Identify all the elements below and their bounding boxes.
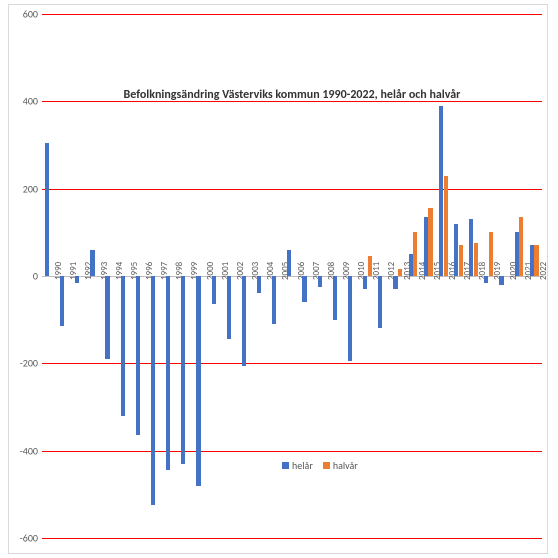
ytick-label: 400 xyxy=(23,95,42,108)
gridline xyxy=(42,363,542,364)
bar-helår xyxy=(363,276,367,289)
legend-label: helår xyxy=(292,459,313,472)
gridline xyxy=(42,14,542,15)
plot-area: Befolkningsändring Västerviks kommun 199… xyxy=(42,14,542,538)
chart-container: Befolkningsändring Västerviks kommun 199… xyxy=(0,0,558,558)
bar-helår xyxy=(378,276,382,328)
bar-helår xyxy=(287,250,291,276)
bar-helår xyxy=(393,276,397,289)
bar-helår xyxy=(302,276,306,302)
bar-helår xyxy=(196,276,200,486)
xtick-label: 2022 xyxy=(538,262,549,280)
chart-title: Befolkningsändring Västerviks kommun 199… xyxy=(42,88,542,102)
legend-item: helår xyxy=(282,459,313,472)
ytick-label: -600 xyxy=(20,532,42,545)
bar-helår xyxy=(60,276,64,326)
gridline xyxy=(42,101,542,102)
legend: helår halvår xyxy=(282,459,358,472)
bar-helår xyxy=(469,219,473,276)
bar-helår xyxy=(136,276,140,435)
bar-helår xyxy=(409,254,413,276)
bar-helår xyxy=(439,106,443,276)
bar-helår xyxy=(166,276,170,470)
bar-helår xyxy=(227,276,231,339)
bar-helår xyxy=(515,232,519,276)
ytick-label: -400 xyxy=(20,444,42,457)
bar-helår xyxy=(105,276,109,359)
bar-helår xyxy=(181,276,185,464)
ytick-label: 0 xyxy=(33,270,42,283)
bar-helår xyxy=(75,276,79,283)
bar-helår xyxy=(45,143,49,276)
ytick-label: 600 xyxy=(23,8,42,21)
legend-swatch xyxy=(323,462,330,469)
bar-helår xyxy=(499,276,503,285)
bar-helår xyxy=(90,250,94,276)
bar-helår xyxy=(212,276,216,304)
gridline xyxy=(42,189,542,190)
legend-label: halvår xyxy=(333,459,358,472)
bar-helår xyxy=(454,224,458,276)
bar-helår xyxy=(257,276,261,293)
bar-helår xyxy=(272,276,276,324)
legend-swatch xyxy=(282,462,289,469)
bar-helår xyxy=(348,276,352,361)
legend-item: halvår xyxy=(323,459,358,472)
bar-helår xyxy=(530,245,534,276)
bar-helår xyxy=(121,276,125,416)
bar-helår xyxy=(318,276,322,287)
ytick-label: 200 xyxy=(23,182,42,195)
ytick-label: -200 xyxy=(20,357,42,370)
bar-helår xyxy=(242,276,246,366)
bar-helår xyxy=(484,276,488,283)
gridline xyxy=(42,538,542,539)
bar-helår xyxy=(151,276,155,505)
bar-helår xyxy=(424,217,428,276)
bar-helår xyxy=(333,276,337,320)
gridline xyxy=(42,451,542,452)
